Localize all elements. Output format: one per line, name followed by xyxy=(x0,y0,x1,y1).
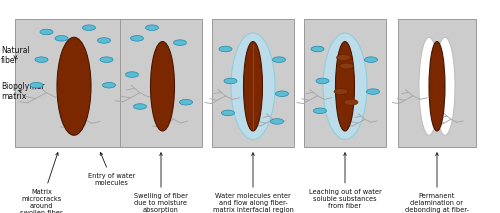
Ellipse shape xyxy=(419,37,439,135)
Ellipse shape xyxy=(150,42,174,131)
Circle shape xyxy=(102,82,116,88)
Text: Entry of water
molecules: Entry of water molecules xyxy=(88,153,135,186)
Text: Biopolymer
matrix: Biopolymer matrix xyxy=(1,82,44,101)
Circle shape xyxy=(272,57,285,62)
Circle shape xyxy=(98,38,110,43)
Circle shape xyxy=(55,36,68,41)
Circle shape xyxy=(82,25,96,30)
Circle shape xyxy=(126,72,138,77)
Circle shape xyxy=(180,99,192,105)
Bar xyxy=(304,19,386,147)
Text: Swelling of fiber
due to moisture
absorption: Swelling of fiber due to moisture absorp… xyxy=(134,153,188,213)
Circle shape xyxy=(366,89,380,94)
Circle shape xyxy=(130,36,143,41)
Circle shape xyxy=(174,40,186,45)
Ellipse shape xyxy=(57,37,91,135)
Ellipse shape xyxy=(244,42,262,131)
Circle shape xyxy=(30,82,43,88)
Circle shape xyxy=(316,78,329,84)
Circle shape xyxy=(344,99,358,105)
Circle shape xyxy=(100,57,113,62)
Ellipse shape xyxy=(323,33,367,140)
Circle shape xyxy=(311,46,324,52)
Circle shape xyxy=(222,110,234,116)
Circle shape xyxy=(134,104,146,109)
Text: Natural
fiber: Natural fiber xyxy=(1,46,30,65)
Circle shape xyxy=(270,119,283,124)
Circle shape xyxy=(340,63,353,69)
Text: Permanent
delamination or
debonding at fiber-
matrix interface: Permanent delamination or debonding at f… xyxy=(405,153,469,213)
Ellipse shape xyxy=(435,37,455,135)
Circle shape xyxy=(314,108,326,114)
Bar xyxy=(16,19,123,147)
Circle shape xyxy=(224,78,237,84)
Circle shape xyxy=(336,55,350,60)
Text: Leaching out of water
soluble substances
from fiber: Leaching out of water soluble substances… xyxy=(308,153,382,209)
Ellipse shape xyxy=(231,33,275,140)
Circle shape xyxy=(334,89,348,95)
Circle shape xyxy=(364,57,378,62)
Circle shape xyxy=(219,46,232,52)
Circle shape xyxy=(276,91,288,96)
Circle shape xyxy=(40,29,53,35)
Bar xyxy=(212,19,294,147)
Text: Water molecules enter
and flow along fiber-
matrix interfacial region: Water molecules enter and flow along fib… xyxy=(212,153,294,213)
Ellipse shape xyxy=(336,42,354,131)
Ellipse shape xyxy=(429,42,445,131)
Text: Matrix
microcracks
around
swollen fiber: Matrix microcracks around swollen fiber xyxy=(20,153,63,213)
Circle shape xyxy=(35,57,48,62)
Bar xyxy=(398,19,476,147)
Circle shape xyxy=(146,25,158,30)
Bar xyxy=(120,19,202,147)
